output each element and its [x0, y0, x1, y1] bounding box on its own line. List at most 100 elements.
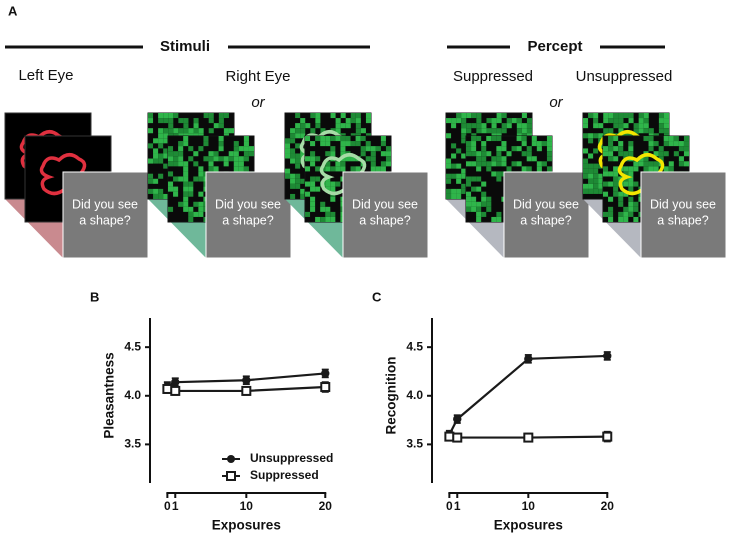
noise-cell — [183, 196, 189, 202]
noise-cell — [360, 128, 366, 134]
noise-cell — [481, 211, 487, 217]
noise-cell — [511, 146, 517, 152]
noise-cell — [310, 206, 316, 212]
noise-cell — [295, 128, 301, 134]
noise-cell — [608, 151, 614, 157]
noise-cell — [466, 161, 472, 167]
noise-cell — [370, 151, 376, 157]
noise-cell — [456, 173, 462, 179]
noise-cell — [451, 123, 457, 129]
x-axis-title: Exposures — [212, 518, 281, 533]
noise-cell — [618, 113, 624, 119]
noise-cell — [516, 146, 522, 152]
noise-cell — [588, 183, 594, 189]
noise-cell — [153, 153, 159, 159]
noise-cell — [173, 186, 179, 192]
noise-cell — [486, 151, 492, 157]
noise-cell — [208, 161, 214, 167]
noise-cell — [300, 123, 306, 129]
noise-cell — [158, 188, 164, 194]
noise-cell — [506, 118, 512, 124]
noise-cell — [546, 136, 552, 142]
noise-cell — [546, 156, 552, 162]
noise-cell — [588, 173, 594, 179]
noise-cell — [461, 168, 467, 174]
noise-cell — [380, 151, 386, 157]
noise-cell — [546, 151, 552, 157]
noise-cell — [198, 176, 204, 182]
noise-cell — [446, 163, 452, 169]
noise-cell — [618, 216, 624, 222]
noise-cell — [203, 141, 209, 147]
question-card — [342, 171, 429, 259]
noise-cell — [325, 141, 331, 147]
eye-label: Right Eye — [225, 68, 290, 85]
noise-cell — [446, 178, 452, 184]
noise-cell — [325, 151, 331, 157]
noise-cell — [598, 133, 604, 139]
noise-cell — [588, 113, 594, 119]
noise-cell — [218, 113, 224, 119]
noise-cell — [168, 171, 174, 177]
noise-cell — [158, 143, 164, 149]
noise-cell — [198, 191, 204, 197]
noise-cell — [173, 176, 179, 182]
noise-cell — [613, 166, 619, 172]
noise-cell — [213, 166, 219, 172]
noise-cell — [243, 141, 249, 147]
noise-cell — [168, 161, 174, 167]
noise-cell — [168, 118, 174, 124]
noise-cell — [330, 196, 336, 202]
noise-cell — [638, 161, 644, 167]
noise-cell — [583, 173, 589, 179]
noise-cell — [203, 156, 209, 162]
noise-cell — [446, 118, 452, 124]
noise-cell — [663, 123, 669, 129]
noise-cell — [648, 166, 654, 172]
noise-cell — [648, 128, 654, 134]
noise-cell — [355, 136, 361, 142]
noise-cell — [496, 118, 502, 124]
noise-cell — [628, 113, 634, 119]
point — [602, 431, 613, 442]
noise-cell — [290, 133, 296, 139]
noise-cell — [168, 151, 174, 157]
noise-cell — [456, 188, 462, 194]
noise-cell — [466, 113, 472, 119]
noise-cell — [451, 153, 457, 159]
noise-cell — [583, 168, 589, 174]
x-tick-label: 20 — [601, 499, 615, 513]
noise-cell — [325, 181, 331, 187]
noise-cell — [285, 148, 291, 154]
noise-cell — [481, 191, 487, 197]
noise-cell — [295, 143, 301, 149]
noise-cell — [598, 188, 604, 194]
noise-cell — [158, 173, 164, 179]
noise-cell — [603, 118, 609, 124]
noise-cell — [608, 141, 614, 147]
point — [524, 354, 533, 364]
noise-cell — [461, 123, 467, 129]
noise-cell — [183, 136, 189, 142]
noise-cell — [188, 206, 194, 212]
noise-cell — [536, 161, 542, 167]
noise-cell — [315, 123, 321, 129]
noise-cell — [481, 123, 487, 129]
noise-cell — [628, 201, 634, 207]
noise-cell — [628, 141, 634, 147]
noise-cell — [648, 146, 654, 152]
noise-cell — [623, 211, 629, 217]
noise-cell — [193, 176, 199, 182]
noise-cell — [583, 188, 589, 194]
noise-cell — [491, 161, 497, 167]
noise-cell — [683, 151, 689, 157]
noise-cell — [380, 161, 386, 167]
noise-cell — [320, 216, 326, 222]
noise-cell — [628, 211, 634, 217]
noise-cell — [300, 133, 306, 139]
noise-cell — [188, 128, 194, 134]
noise-cell — [603, 171, 609, 177]
noise-cell — [173, 156, 179, 162]
noise-cell — [603, 113, 609, 119]
